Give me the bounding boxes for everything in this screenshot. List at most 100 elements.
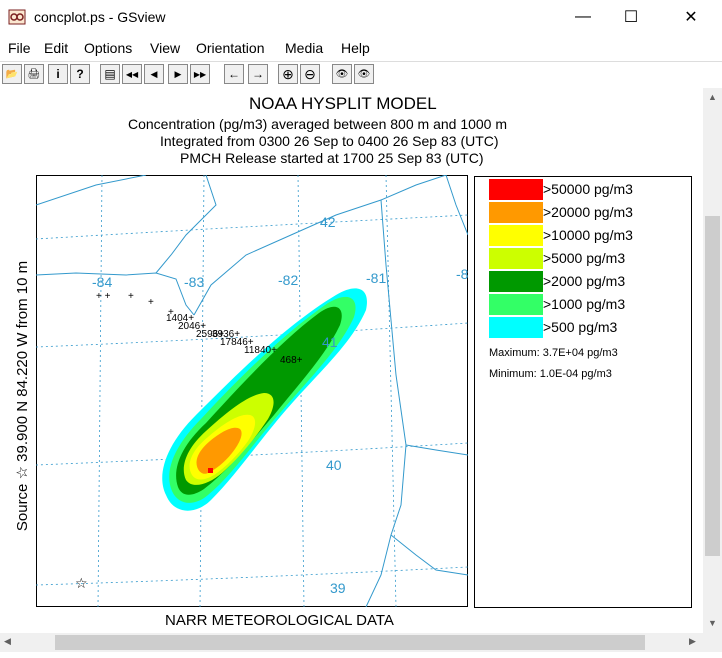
goto-page-icon: ▤ [104, 67, 116, 81]
menu-file[interactable]: File [8, 40, 31, 56]
plot-subtitle-2: Integrated from 0300 26 Sep to 0400 26 S… [160, 133, 499, 149]
legend: >50000 pg/m3 >20000 pg/m3 >10000 pg/m3 >… [474, 176, 692, 608]
menu-media[interactable]: Media [285, 40, 324, 56]
legend-label-50000: >50000 pg/m3 [543, 181, 633, 197]
open-icon: 📂 [5, 68, 19, 80]
next-page-icon: ▶ [174, 68, 182, 79]
title-bar: concplot.ps - GSview — ☐ ✕ [0, 0, 722, 36]
document-view[interactable]: NOAA HYSPLIT MODEL Concentration (pg/m3)… [0, 88, 703, 633]
menu-edit[interactable]: Edit [44, 40, 69, 56]
last-page-icon: ▶▶ [193, 69, 207, 79]
sampler-label: 17846+ [220, 337, 254, 348]
first-page-icon: ◀◀ [125, 69, 139, 79]
scrollbar-corner [703, 633, 722, 652]
view-full-button[interactable]: 👁 [354, 64, 374, 84]
gsview-app-icon [8, 9, 26, 25]
close-button[interactable]: ✕ [684, 9, 698, 26]
legend-swatch-50000 [489, 179, 543, 200]
contour-20000 [196, 427, 242, 474]
lat-label-40: 40 [326, 457, 342, 473]
last-page-button[interactable]: ▶▶ [190, 64, 210, 84]
sampler-marker: + + [96, 291, 111, 302]
legend-swatch-10000 [489, 225, 543, 246]
horizontal-scrollbar[interactable]: ◀ ▶ [0, 633, 703, 652]
forward-button[interactable]: → [248, 64, 268, 84]
lon-label-84: -84 [92, 274, 112, 290]
view-abc-button[interactable]: 👁 [332, 64, 352, 84]
legend-swatch-500 [489, 317, 543, 338]
source-location-label: Source ☆ 39.900 N 84.220 W from 10 m [14, 260, 31, 532]
menu-orientation[interactable]: Orientation [196, 40, 265, 56]
next-page-button[interactable]: ▶ [168, 64, 188, 84]
plot-title: NOAA HYSPLIT MODEL [249, 94, 437, 113]
forward-icon: → [252, 67, 264, 81]
map-boundaries [36, 175, 468, 607]
open-button[interactable]: 📂 [2, 64, 22, 84]
sampler-label: 2596+ [196, 329, 224, 340]
info-icon: i [56, 67, 60, 81]
concentration-map: 42 41 40 39 -84 -83 -82 -81 -80 + + + + … [36, 175, 468, 607]
minimize-button[interactable]: — [575, 8, 591, 25]
source-star-icon: ☆ [75, 576, 88, 592]
contour-50000 [208, 468, 213, 473]
lat-label-39: 39 [330, 580, 346, 596]
sampler-label: 3936+ [212, 329, 240, 340]
maximize-button[interactable]: ☐ [623, 9, 639, 26]
met-data-label: NARR METEOROLOGICAL DATA [165, 612, 394, 629]
back-button[interactable]: ← [224, 64, 244, 84]
lat-label-42: 42 [320, 214, 336, 230]
lon-label-83: -83 [184, 274, 204, 290]
view-abc-icon: 👁 [335, 68, 349, 80]
view-full-icon: 👁 [357, 68, 371, 80]
menu-view[interactable]: View [150, 40, 181, 56]
lon-label-82: -82 [278, 272, 298, 288]
menu-bar: File Edit Options View Orientation Media… [0, 38, 722, 60]
sampler-label: 468+ [280, 355, 303, 366]
scroll-up-icon[interactable]: ▲ [708, 92, 717, 102]
plot-subtitle-3: PMCH Release started at 1700 25 Sep 83 (… [180, 150, 484, 166]
legend-swatch-5000 [489, 248, 543, 269]
concentration-plume [162, 288, 367, 511]
help-button[interactable]: ? [70, 64, 90, 84]
print-button[interactable]: 🖨 [24, 64, 44, 84]
scroll-down-icon[interactable]: ▼ [708, 618, 717, 628]
window-title: concplot.ps - GSview [34, 9, 166, 25]
zoom-out-icon: ⊖ [304, 65, 316, 82]
lon-label-81: -81 [366, 270, 386, 286]
plot-subtitle-1: Concentration (pg/m3) averaged between 8… [128, 116, 508, 132]
goto-page-button[interactable]: ▤ [100, 64, 120, 84]
legend-maximum: Maximum: 3.7E+04 pg/m3 [489, 347, 618, 359]
prev-page-icon: ◀ [150, 68, 158, 79]
menu-help[interactable]: Help [341, 40, 370, 56]
scroll-left-icon[interactable]: ◀ [4, 636, 11, 646]
legend-label-500: >500 pg/m3 [543, 319, 618, 335]
menu-options[interactable]: Options [84, 40, 133, 56]
scroll-right-icon[interactable]: ▶ [689, 636, 696, 646]
zoom-out-button[interactable]: ⊖ [300, 64, 320, 84]
legend-label-2000: >2000 pg/m3 [543, 273, 626, 289]
sampler-marker: + [148, 297, 154, 308]
print-icon: 🖨 [27, 68, 41, 80]
sampler-marker: + [168, 307, 174, 318]
legend-swatch-1000 [489, 294, 543, 315]
legend-minimum: Minimum: 1.0E-04 pg/m3 [489, 368, 612, 380]
vertical-scroll-thumb[interactable] [705, 216, 720, 556]
sampler-label: 1404+ [166, 313, 194, 324]
zoom-in-button[interactable]: ⊕ [278, 64, 298, 84]
legend-label-10000: >10000 pg/m3 [543, 227, 633, 243]
legend-label-20000: >20000 pg/m3 [543, 204, 633, 220]
legend-label-5000: >5000 pg/m3 [543, 250, 626, 266]
horizontal-scroll-thumb[interactable] [55, 635, 645, 650]
first-page-button[interactable]: ◀◀ [122, 64, 142, 84]
help-icon: ? [76, 67, 84, 81]
lon-label-80: -80 [456, 266, 468, 282]
info-button[interactable]: i [48, 64, 68, 84]
lat-label-41: 41 [322, 334, 338, 350]
legend-swatch-2000 [489, 271, 543, 292]
prev-page-button[interactable]: ◀ [144, 64, 164, 84]
vertical-scrollbar[interactable]: ▲ ▼ [703, 88, 722, 633]
legend-label-1000: >1000 pg/m3 [543, 296, 626, 312]
sampler-label: 11840+ [244, 345, 277, 356]
zoom-in-icon: ⊕ [282, 65, 294, 82]
toolbar: 📂 🖨 i ? ▤ ◀◀ ◀ ▶ ▶▶ ← → ⊕ ⊖ 👁 👁 [0, 61, 722, 88]
